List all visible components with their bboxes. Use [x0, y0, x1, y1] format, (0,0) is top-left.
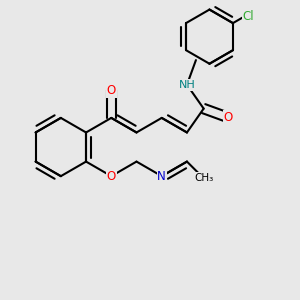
- Text: Cl: Cl: [243, 10, 254, 23]
- Text: O: O: [107, 170, 116, 183]
- Text: CH₃: CH₃: [195, 173, 214, 183]
- Text: N: N: [158, 170, 166, 183]
- Text: O: O: [107, 84, 116, 97]
- Text: O: O: [224, 111, 233, 124]
- Text: NH: NH: [178, 80, 195, 90]
